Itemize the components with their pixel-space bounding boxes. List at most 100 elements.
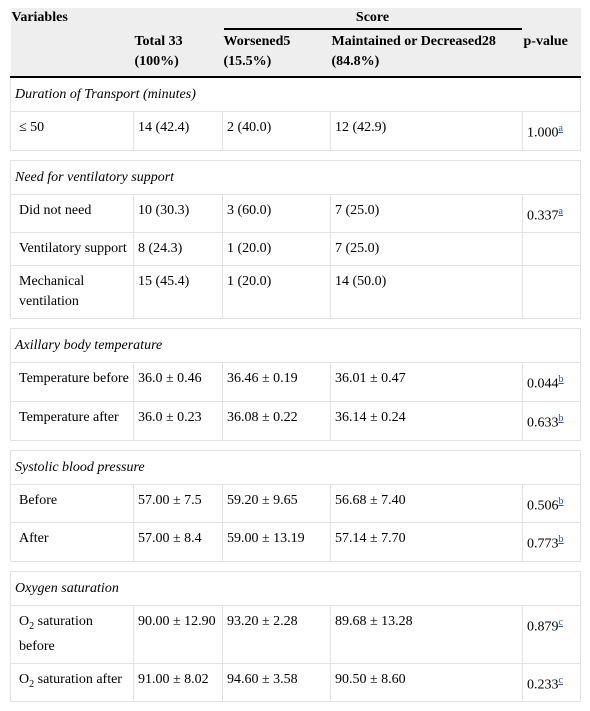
- header-cell: [522, 8, 581, 30]
- section-row: Axillary body temperature: [10, 328, 581, 364]
- p-value: 0.233: [527, 677, 559, 693]
- value-cell: 36.01 ± 0.47: [330, 362, 523, 402]
- section-row: Oxygen saturation: [10, 570, 581, 606]
- row-label: After: [10, 522, 134, 562]
- header-row: Variables Score: [10, 8, 581, 30]
- data-row: Temperature before 36.0 ± 0.46 36.46 ± 0.1…: [10, 362, 581, 402]
- row-label: Before: [10, 483, 134, 524]
- value-cell: 36.08 ± 0.22: [222, 400, 331, 441]
- p-value-cell: 0.233c: [522, 662, 581, 703]
- footnote: c: [559, 615, 563, 628]
- footnote-link[interactable]: a: [558, 123, 563, 134]
- value-cell: 91.00 ± 8.02: [133, 662, 223, 703]
- data-row: Before 57.00 ± 7.5 59.20 ± 9.65 56.68 ± 7.4…: [10, 483, 581, 524]
- label-subscript: 2: [29, 620, 35, 632]
- row-label: Ventilatory support: [10, 232, 134, 267]
- section-title: Axillary body temperature: [10, 328, 581, 364]
- p-value-cell: 0.506b: [522, 483, 581, 524]
- spacer-cell: [10, 560, 581, 572]
- row-label: O2 saturation before: [10, 604, 134, 664]
- data-row: Temperature after 36.0 ± 0.23 36.08 ± 0.22…: [10, 400, 581, 441]
- footnote-link[interactable]: c: [558, 674, 563, 686]
- p-value-cell: 0.879c: [522, 604, 581, 664]
- footnote-link[interactable]: b: [558, 534, 564, 546]
- header-cell: Worsened5 (15.5%): [222, 30, 331, 78]
- data-row: After 57.00 ± 8.4 59.00 ± 13.19 57.14 ± 7.7…: [10, 522, 581, 562]
- value-cell: 36.14 ± 0.24: [330, 400, 523, 441]
- footnote: b: [559, 411, 564, 424]
- table-body: Duration of Transport (minutes) ≤ 50 14 (4…: [10, 76, 581, 703]
- footnote-link[interactable]: b: [558, 495, 564, 507]
- value-cell: 8 (24.3): [133, 232, 223, 267]
- p-value-cell: 0.633b: [522, 400, 581, 441]
- section-title: Need for ventilatory support: [10, 159, 581, 195]
- value-cell: 59.20 ± 9.65: [222, 483, 331, 524]
- p-value-cell: [522, 265, 581, 320]
- value-cell: 12 (42.9): [330, 111, 523, 151]
- value-cell: 3 (60.0): [222, 193, 331, 234]
- table-head: Variables Score Total 33 (100%) Worsened5 (…: [10, 8, 581, 78]
- data-row: Ventilatory support 8 (24.3) 1 (20.0) 7 (25…: [10, 232, 581, 267]
- section-row: Systolic blood pressure: [10, 449, 581, 485]
- column-title: Total 33: [134, 34, 183, 49]
- footnote-link[interactable]: b: [558, 374, 564, 386]
- section-title: Oxygen saturation: [10, 570, 581, 606]
- section-title: Systolic blood pressure: [10, 449, 581, 485]
- table-wrap: Variables Score Total 33 (100%) Worsened5 (…: [10, 8, 581, 703]
- value-cell: 93.20 ± 2.28: [222, 604, 331, 664]
- value-cell: 7 (25.0): [330, 193, 523, 234]
- section-row: Need for ventilatory support: [10, 159, 581, 195]
- footnote: b: [559, 532, 564, 545]
- footnote: a: [559, 121, 563, 134]
- value-cell: 14 (42.4): [133, 111, 223, 151]
- value-cell: 1 (20.0): [222, 265, 331, 320]
- spacer-cell: [10, 149, 581, 161]
- section-title: Duration of Transport (minutes): [10, 76, 581, 112]
- value-cell: 36.0 ± 0.46: [133, 362, 223, 402]
- label-text: After: [19, 531, 49, 547]
- value-cell: 90.50 ± 8.60: [330, 662, 523, 703]
- row-label: O2 saturation after: [10, 662, 134, 703]
- data-row: Mechanical ventilation 15 (45.4) 1 (20.0) 1…: [10, 265, 581, 320]
- label-text: O: [19, 613, 30, 629]
- p-value: 0.337: [527, 208, 559, 224]
- p-value: 0.633: [527, 415, 559, 431]
- p-value: 0.879: [527, 619, 559, 635]
- header-cell: Maintained or Decreased28 (84.8%): [330, 30, 523, 78]
- column-title: Maintained or Decreased28: [331, 34, 496, 49]
- label-text: ≤ 50: [19, 120, 45, 135]
- column-title: Worsened5: [223, 34, 291, 49]
- value-cell: 59.00 ± 13.19: [222, 522, 331, 562]
- spacer-row: [10, 560, 581, 572]
- label-text: O: [19, 671, 30, 687]
- value-cell: 36.46 ± 0.19: [222, 362, 331, 402]
- label-text: Mechanical ventilation: [19, 274, 85, 310]
- p-value: 0.773: [527, 536, 559, 552]
- value-cell: 2 (40.0): [222, 111, 331, 151]
- footnote: c: [559, 673, 563, 686]
- header-row: Total 33 (100%) Worsened5 (15.5%) Maintained…: [10, 30, 581, 78]
- footnote-link[interactable]: b: [558, 412, 564, 424]
- footnote-link[interactable]: a: [558, 205, 563, 217]
- header-cell: Variables: [10, 8, 134, 30]
- spacer-row: [10, 149, 581, 161]
- column-subtitle: (100%): [134, 54, 179, 69]
- p-value: 0.506: [527, 498, 559, 514]
- footnote: a: [559, 204, 563, 217]
- header-cell: [133, 8, 223, 30]
- value-cell: 15 (45.4): [133, 265, 223, 320]
- data-row: ≤ 50 14 (42.4) 2 (40.0) 12 (42.9) 1.000a: [10, 111, 581, 151]
- value-cell: 90.00 ± 12.90: [133, 604, 223, 664]
- row-label: ≤ 50: [10, 111, 134, 151]
- row-label: Temperature before: [10, 362, 134, 402]
- section-row: Duration of Transport (minutes): [10, 76, 581, 112]
- p-value: 0.044: [527, 376, 559, 392]
- value-cell: 57.00 ± 8.4: [133, 522, 223, 562]
- footnote-link[interactable]: c: [558, 616, 563, 628]
- data-row: Did not need 10 (30.3) 3 (60.0) 7 (25.0) 0.3…: [10, 193, 581, 234]
- label-subscript: 2: [29, 678, 35, 690]
- footnote: b: [559, 372, 564, 385]
- p-value-cell: 1.000a: [522, 111, 581, 151]
- value-cell: 94.60 ± 3.58: [222, 662, 331, 703]
